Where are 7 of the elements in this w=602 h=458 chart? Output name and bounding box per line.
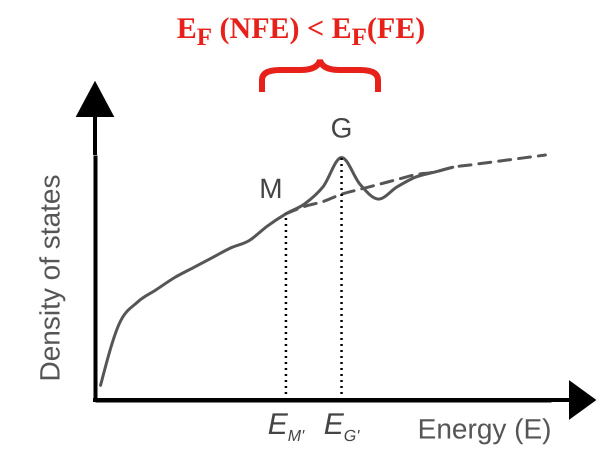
y-axis-title: Density of states [34,174,66,382]
x-tick-label: E$_{G'}$ [324,408,360,446]
annotation: G [330,112,352,144]
x-tick-label: E$_{M'}$ [268,408,304,446]
x-axis-title: Energy (E) [418,414,552,444]
annotation: M [259,172,283,204]
chart-title: E$_{F}$ (NFE) < E$_{F}$(FE) [176,12,426,52]
